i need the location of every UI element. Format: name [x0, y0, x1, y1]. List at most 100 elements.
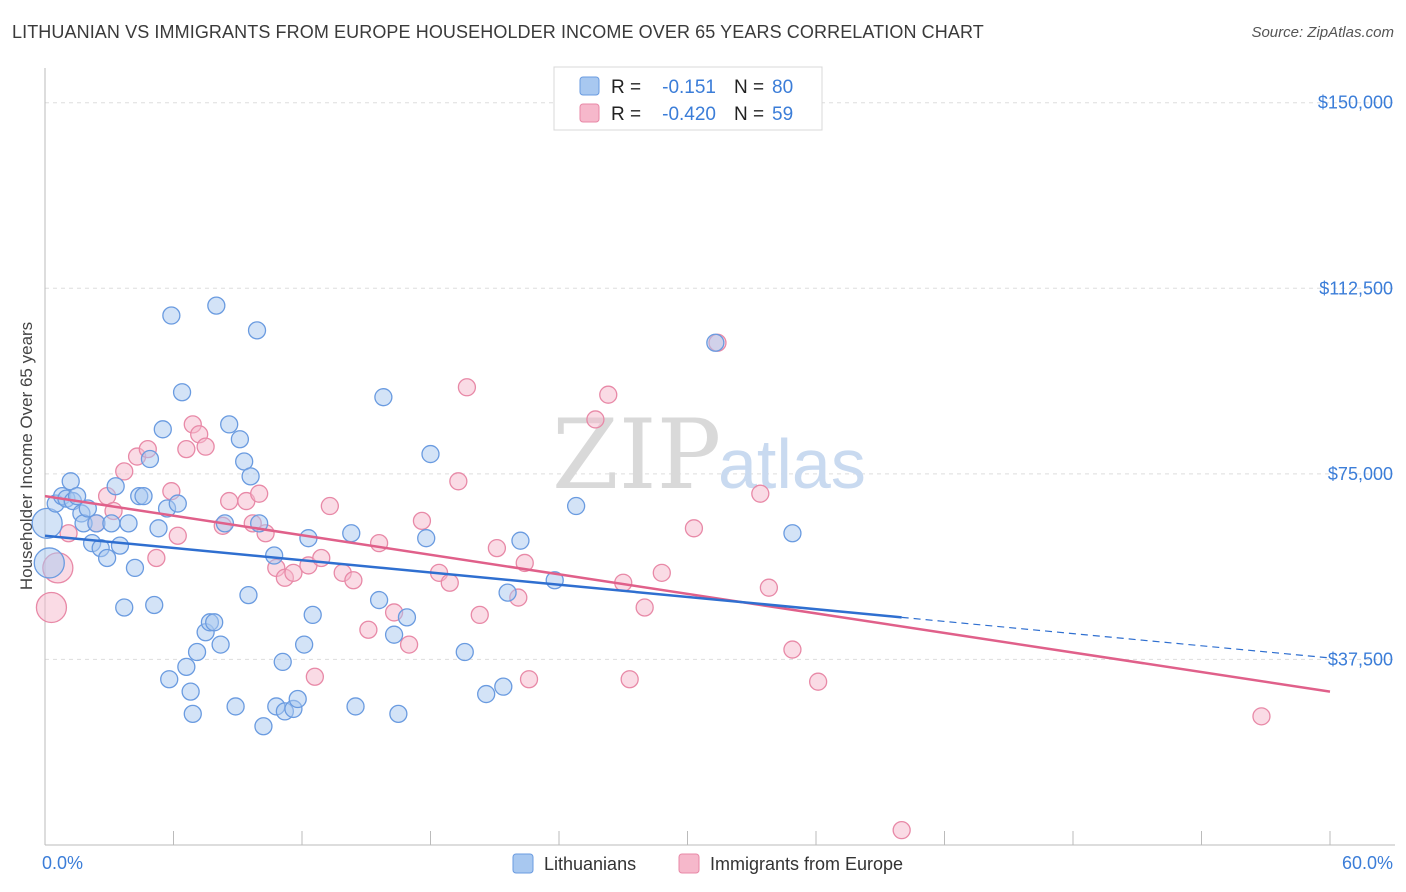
grid — [45, 102, 1395, 660]
bottom-legend-label-lithuanians: Lithuanians — [544, 854, 636, 874]
pink-point-26 — [305, 667, 325, 686]
pink-point-41 — [487, 538, 507, 558]
blue-point-24 — [145, 595, 164, 615]
legend-r-label-1: R = — [611, 77, 641, 98]
legend-n-value-1: 80 — [772, 77, 793, 98]
pink-point-15 — [196, 437, 215, 456]
blue-point-62 — [369, 590, 389, 610]
blue-trend-extension — [901, 616, 1331, 659]
blue-point-19 — [119, 514, 138, 533]
blue-point-38 — [205, 613, 224, 632]
legend-r-value-2: -0.420 — [662, 104, 716, 125]
blue-point-1 — [33, 547, 65, 579]
blue-point-28 — [160, 670, 179, 689]
blue-point-40 — [211, 635, 230, 654]
pink-point-12 — [177, 439, 196, 459]
legend-r-value-1: -0.151 — [662, 77, 716, 98]
blue-point-16 — [106, 477, 125, 496]
pink-point-28 — [320, 496, 339, 516]
pink-point-44 — [519, 670, 539, 689]
pink-point-43 — [515, 553, 534, 573]
blue-series-points — [31, 296, 802, 736]
pink-point-45 — [586, 410, 605, 429]
blue-point-64 — [384, 625, 404, 644]
legend-swatch-pink — [579, 103, 600, 123]
x-tick-label-max: 60.0% — [1342, 853, 1393, 873]
pink-point-11 — [168, 526, 187, 545]
pink-point-9 — [147, 548, 166, 568]
legend-swatch-blue — [579, 76, 600, 96]
blue-point-68 — [421, 444, 440, 464]
pink-point-27 — [312, 548, 331, 568]
blue-point-42 — [220, 415, 239, 434]
watermark-zip: ZIP — [552, 399, 721, 511]
blue-point-39 — [207, 296, 226, 315]
blue-point-14 — [97, 548, 117, 568]
blue-point-72 — [498, 583, 517, 602]
blue-point-76 — [706, 333, 725, 352]
pink-point-54 — [759, 578, 779, 597]
pink-point-58 — [1252, 707, 1271, 726]
blue-point-75 — [566, 496, 586, 516]
blue-point-43 — [226, 697, 245, 716]
x-tick-label-min: 0.0% — [42, 853, 83, 873]
blue-point-23 — [140, 449, 160, 469]
blue-point-67 — [417, 529, 436, 548]
pink-point-24 — [284, 563, 303, 582]
pink-point-31 — [359, 620, 378, 639]
pink-point-55 — [783, 640, 802, 659]
legend: R = -0.151 N = 80 R = -0.420 N = 59 — [553, 66, 823, 131]
blue-point-15 — [102, 514, 121, 533]
blue-point-32 — [177, 657, 196, 677]
blue-point-46 — [239, 585, 258, 605]
pink-point-56 — [808, 672, 828, 691]
blue-point-33 — [181, 682, 200, 701]
y-tick-label-3: $150,000 — [1318, 93, 1393, 113]
blue-point-20 — [125, 558, 145, 578]
y-tick-labels: $37,500 $75,000 $112,500 $150,000 — [1318, 93, 1393, 670]
blue-point-63 — [374, 388, 393, 407]
watermark-atlas: atlas — [718, 425, 866, 503]
y-axis-label: Householder Income Over 65 years — [17, 322, 36, 590]
blue-point-29 — [162, 306, 181, 325]
blue-point-73 — [511, 531, 530, 550]
blue-point-30 — [168, 494, 187, 513]
pink-point-37 — [440, 573, 459, 592]
pink-point-20 — [250, 484, 269, 503]
pink-point-0 — [35, 591, 68, 624]
legend-n-label-2: N = — [734, 104, 764, 125]
blue-point-22 — [134, 486, 153, 506]
pink-point-53 — [751, 484, 770, 503]
blue-point-18 — [115, 598, 134, 617]
bottom-legend-label-immigrants: Immigrants from Europe — [710, 854, 903, 874]
blue-point-47 — [241, 467, 260, 486]
source-credit: Source: ZipAtlas.com — [1251, 24, 1394, 41]
blue-point-69 — [455, 642, 474, 662]
pink-trend-line — [44, 494, 1331, 693]
blue-point-50 — [254, 717, 273, 736]
blue-point-35 — [187, 642, 207, 662]
blue-point-34 — [183, 704, 202, 724]
bottom-legend-swatch-pink — [678, 853, 700, 874]
blue-point-0 — [31, 507, 63, 540]
blue-point-70 — [477, 684, 496, 704]
blue-point-48 — [247, 321, 267, 340]
blue-point-53 — [273, 652, 292, 672]
pink-point-48 — [620, 670, 639, 689]
y-tick-label-1: $75,000 — [1328, 464, 1393, 484]
pink-point-34 — [399, 635, 419, 654]
pink-point-40 — [470, 605, 489, 625]
blue-point-65 — [389, 704, 408, 724]
blue-point-25 — [149, 519, 168, 538]
bottom-legend-swatch-blue — [512, 853, 534, 874]
pink-point-6 — [115, 462, 134, 481]
blue-point-66 — [397, 608, 417, 627]
pink-point-57 — [892, 821, 911, 840]
axes — [44, 68, 1395, 846]
legend-n-value-2: 59 — [772, 104, 793, 125]
blue-point-57 — [294, 635, 314, 654]
blue-point-44 — [230, 430, 250, 449]
y-tick-label-0: $37,500 — [1328, 649, 1393, 669]
blue-point-26 — [153, 420, 172, 439]
